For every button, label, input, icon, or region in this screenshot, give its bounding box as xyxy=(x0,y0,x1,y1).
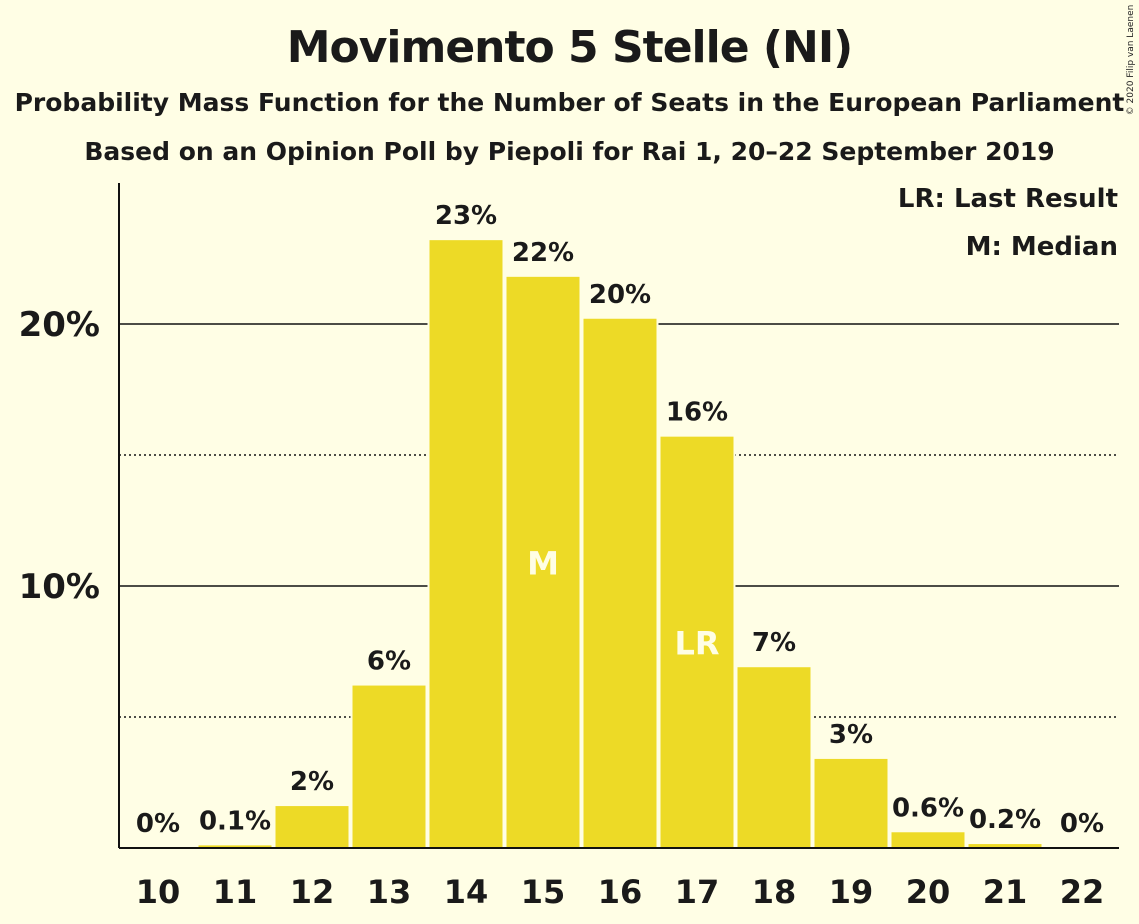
x-tick-label: 20 xyxy=(906,873,951,911)
x-tick-label: 13 xyxy=(367,873,412,911)
bar xyxy=(352,685,426,848)
legend-last-result: LR: Last Result xyxy=(897,184,1118,214)
marker-label: M xyxy=(527,544,559,582)
y-tick-label: 10% xyxy=(19,567,100,607)
y-tick-label: 20% xyxy=(19,305,100,345)
bar xyxy=(583,318,657,848)
chart-subtitle: Probability Mass Function for the Number… xyxy=(14,88,1125,117)
x-tick-label: 11 xyxy=(213,873,258,911)
x-tick-label: 12 xyxy=(290,873,335,911)
bar xyxy=(506,276,580,849)
bar-value-label: 0.1% xyxy=(199,806,271,836)
x-tick-label: 16 xyxy=(598,873,643,911)
bar-value-label: 20% xyxy=(589,280,651,310)
x-tick-label: 18 xyxy=(752,873,797,911)
bar xyxy=(968,844,1042,848)
bar-value-label: 23% xyxy=(435,201,497,231)
x-tick-label: 22 xyxy=(1060,873,1105,911)
bar-value-label: 0.6% xyxy=(892,793,964,823)
bar xyxy=(429,240,503,848)
bar xyxy=(198,845,272,848)
bar-value-label: 0% xyxy=(136,809,180,839)
bar xyxy=(660,436,734,848)
bar xyxy=(737,667,811,848)
x-tick-label: 15 xyxy=(521,873,566,911)
x-tick-label: 19 xyxy=(829,873,874,911)
legend-median: M: Median xyxy=(965,232,1118,262)
bar-value-label: 6% xyxy=(367,647,411,677)
x-tick-label: 21 xyxy=(983,873,1028,911)
bar xyxy=(814,758,888,848)
x-tick-label: 10 xyxy=(136,873,181,911)
bar-value-label: 0.2% xyxy=(969,805,1041,835)
chart-title: Movimento 5 Stelle (NI) xyxy=(286,22,854,73)
x-tick-label: 14 xyxy=(444,873,489,911)
bar xyxy=(275,806,349,848)
bar-value-label: 3% xyxy=(829,720,873,750)
bar-value-label: 0% xyxy=(1060,809,1104,839)
bar-value-label: 16% xyxy=(666,398,728,428)
chart-source-subtitle: Based on an Opinion Poll by Piepoli for … xyxy=(84,137,1055,166)
bar xyxy=(891,832,965,848)
bar-value-label: 2% xyxy=(290,767,334,797)
marker-label: LR xyxy=(674,624,719,662)
x-tick-label: 17 xyxy=(675,873,720,911)
bar-value-label: 7% xyxy=(752,628,796,658)
bar-value-label: 22% xyxy=(512,238,574,268)
